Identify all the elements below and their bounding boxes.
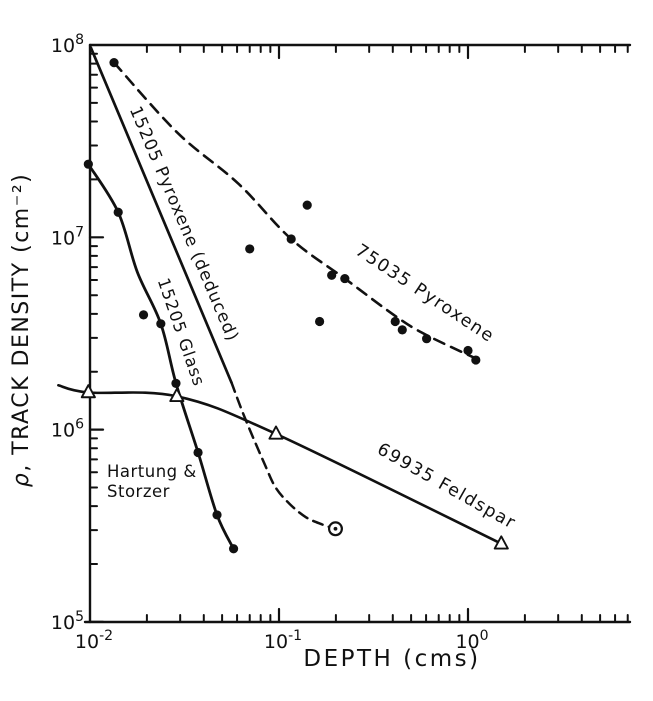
marker-15205-glass-filled-circle xyxy=(113,207,123,217)
marker-deduced-end-center-dot xyxy=(333,526,338,531)
marker-75035-pyroxene-filled-circle xyxy=(471,355,481,365)
axis-titles: DEPTH (cms) ρ, TRACK DENSITY (cm⁻²) xyxy=(9,173,480,672)
marker-69935-feldspar-open-triangle xyxy=(169,387,185,403)
marker-15205-glass-filled-circle xyxy=(156,319,166,329)
x-tick-label: 100 xyxy=(455,628,488,653)
marker-75035-pyroxene-filled-circle xyxy=(422,334,432,344)
y-tick-label: 108 xyxy=(51,32,84,57)
series-15205-glass-line xyxy=(86,162,235,551)
marker-15205-glass-filled-circle xyxy=(228,544,239,554)
marker-69935-feldspar-open-triangle xyxy=(493,535,509,550)
axis-ticks xyxy=(88,43,629,624)
label-75035-pyroxene: 75035 Pyroxene xyxy=(351,241,498,347)
marker-15205-glass-filled-circle xyxy=(138,310,149,320)
marker-15205-glass-filled-circle xyxy=(193,447,203,458)
marker-69935-feldspar-open-triangle xyxy=(80,384,96,399)
x-tick-label: 10-2 xyxy=(75,628,113,653)
marker-75035-pyroxene-filled-circle xyxy=(109,57,119,68)
marker-75035-pyroxene-filled-circle xyxy=(245,244,255,254)
axes xyxy=(83,43,632,624)
marker-69935-feldspar-open-triangle xyxy=(268,425,284,440)
marker-75035-pyroxene-filled-circle xyxy=(327,270,337,280)
label-hartung-storzer: Hartung & xyxy=(107,462,197,481)
marker-75035-pyroxene-filled-circle xyxy=(463,345,473,356)
marker-75035-pyroxene-filled-circle xyxy=(397,325,407,335)
y-tick-label: 105 xyxy=(51,609,84,634)
marker-15205-glass-filled-circle xyxy=(171,378,181,388)
marker-15205-glass-filled-circle xyxy=(83,159,93,169)
series-75035-pyroxene-dashed-line xyxy=(112,61,483,363)
marker-75035-pyroxene-filled-circle xyxy=(315,316,325,327)
series-15205-pyroxene-deduced-solid-line xyxy=(89,46,233,384)
y-tick-label: 106 xyxy=(51,417,84,442)
series-curves xyxy=(57,46,503,551)
marker-15205-glass-filled-circle xyxy=(212,510,222,520)
series-markers xyxy=(80,57,509,554)
marker-75035-pyroxene-filled-circle xyxy=(302,200,312,210)
marker-75035-pyroxene-filled-circle xyxy=(340,273,350,284)
marker-75035-pyroxene-filled-circle xyxy=(390,316,400,327)
label-hartung-storzer: Storzer xyxy=(107,482,170,501)
label-69935-feldspar: 69935 Feldspar xyxy=(374,439,520,533)
x-tick-label: 10-1 xyxy=(264,628,302,653)
curve-labels: 15205 Pyroxene (deduced)15205 Glass 75035… xyxy=(107,103,519,533)
marker-75035-pyroxene-filled-circle xyxy=(286,234,296,244)
y-axis-title: ρ, TRACK DENSITY (cm⁻²) xyxy=(9,173,34,487)
y-tick-label: 107 xyxy=(51,224,84,249)
x-axis-title: DEPTH (cms) xyxy=(303,646,480,672)
